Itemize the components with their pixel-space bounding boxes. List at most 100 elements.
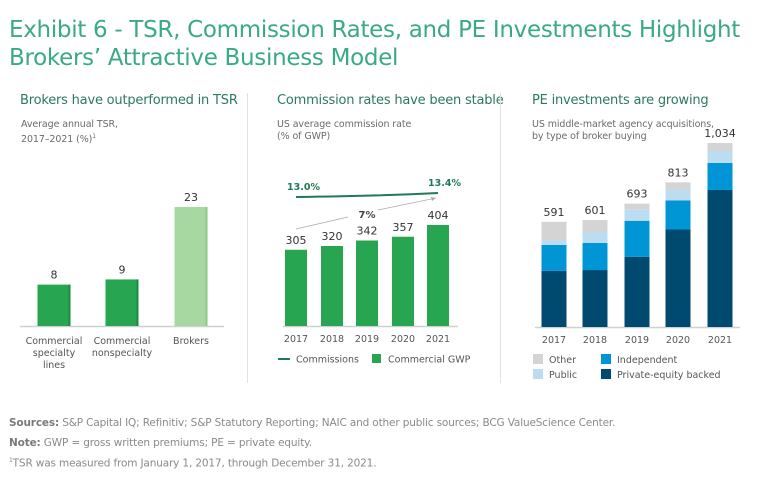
legend-gwp-label: Commercial GWP bbox=[388, 355, 471, 366]
gwp-year-label: 2017 bbox=[284, 334, 308, 345]
tsr-category-label: specialty bbox=[33, 348, 76, 359]
panel-3-subtitle-line-2: by type of broker buying bbox=[532, 131, 647, 142]
gwp-year-label: 2018 bbox=[320, 334, 344, 345]
tsr-bar-shade-2 bbox=[136, 279, 139, 326]
legend-commissions-label: Commissions bbox=[296, 355, 359, 366]
pe-segment-public-2021 bbox=[707, 151, 733, 163]
gwp-bar-2021 bbox=[427, 225, 449, 326]
sources-note: Sources: S&P Capital IQ; Refinitiv; S&P … bbox=[9, 417, 615, 429]
gwp-year-label: 2020 bbox=[391, 334, 415, 345]
panel-3-subtitle-line-1: US middle-market agency acquisitions, bbox=[532, 119, 714, 130]
pe-segment-other-2017 bbox=[541, 221, 567, 240]
gwp-bar-2017 bbox=[285, 249, 307, 326]
note-label: Note: bbox=[9, 437, 41, 449]
legend-other-label: Other bbox=[549, 355, 576, 366]
pe-year-label: 2019 bbox=[625, 335, 649, 346]
tsr-value-label: 23 bbox=[184, 191, 198, 204]
gwp-bar-2019 bbox=[356, 240, 378, 326]
gwp-value-label: 357 bbox=[393, 221, 414, 234]
charts-canvas: 8Commercialspecialtylines9Commercialnons… bbox=[20, 127, 740, 381]
tsr-category-label: Commercial bbox=[94, 336, 151, 347]
gwp-year-label: 2021 bbox=[426, 334, 450, 345]
pe-segment-other-2021 bbox=[707, 143, 733, 152]
pe-segment-independent-2021 bbox=[707, 162, 733, 190]
pe-year-label: 2017 bbox=[542, 335, 566, 346]
legend-gwp-marker bbox=[372, 354, 381, 363]
tsr-bar-shade-3 bbox=[205, 207, 208, 326]
commission-label-2021: 13.4% bbox=[428, 178, 461, 189]
tsr-value-label: 9 bbox=[119, 263, 126, 276]
legend-other-marker bbox=[533, 354, 543, 364]
panel-2-subtitle: US average commission rate (% of GWP) bbox=[277, 119, 411, 143]
legend-public-label: Public bbox=[549, 370, 577, 381]
exhibit-title-line-2: Brokers’ Attractive Business Model bbox=[9, 45, 399, 71]
legend-private-equity-backed-marker bbox=[601, 369, 611, 379]
legend-private-equity-backed-label: Private-equity backed bbox=[617, 370, 721, 381]
pe-segment-independent-2018 bbox=[582, 243, 608, 271]
panel-3-subtitle: US middle-market agency acquisitions, by… bbox=[532, 119, 714, 143]
pe-year-label: 2020 bbox=[666, 335, 690, 346]
pe-segment-public-2020 bbox=[665, 189, 691, 201]
pe-segment-private-equity-backed-2017 bbox=[541, 270, 567, 327]
panel-divider-1 bbox=[247, 93, 248, 383]
cagr-arrow-left bbox=[295, 216, 349, 230]
panel-1-subtitle-line-2: 2017–2021 (%)1 bbox=[21, 133, 96, 146]
footnote-text: TSR was measured from January 1, 2017, t… bbox=[12, 457, 377, 470]
cagr-annotation: 7% bbox=[359, 210, 376, 221]
pe-segment-private-equity-backed-2018 bbox=[582, 270, 608, 327]
exhibit-title: Exhibit 6 - TSR, Commission Rates, and P… bbox=[9, 16, 759, 72]
gwp-bar-2018 bbox=[321, 246, 343, 326]
pe-segment-independent-2020 bbox=[665, 200, 691, 230]
pe-segment-other-2018 bbox=[582, 220, 608, 232]
pe-segment-public-2017 bbox=[541, 239, 567, 245]
panel-2-subtitle-line-2: (% of GWP) bbox=[277, 131, 331, 142]
cagr-arrow-head bbox=[431, 197, 436, 201]
gwp-value-label: 305 bbox=[286, 234, 307, 247]
note-text: GWP = gross written premiums; PE = priva… bbox=[40, 437, 312, 449]
pe-segment-public-2019 bbox=[624, 209, 650, 221]
panel-2-title: Commission rates have been stable bbox=[277, 93, 504, 108]
commission-label-2017: 13.0% bbox=[287, 182, 320, 193]
gwp-bar-2020 bbox=[392, 236, 414, 326]
footnote-mark: 1 bbox=[9, 457, 13, 464]
pe-year-label: 2021 bbox=[708, 335, 732, 346]
exhibit-title-line-1: Exhibit 6 - TSR, Commission Rates, and P… bbox=[9, 17, 741, 43]
tsr-category-label: Commercial bbox=[26, 336, 83, 347]
tsr-category-label: Brokers bbox=[173, 336, 209, 347]
pe-total-label: 601 bbox=[585, 204, 606, 217]
pe-total-label: 1,034 bbox=[704, 127, 736, 140]
pe-segment-independent-2017 bbox=[541, 244, 567, 271]
gwp-year-label: 2019 bbox=[355, 334, 379, 345]
pe-segment-private-equity-backed-2021 bbox=[707, 189, 733, 327]
pe-segment-private-equity-backed-2020 bbox=[665, 229, 691, 327]
panel-divider-2 bbox=[500, 93, 501, 383]
pe-total-label: 693 bbox=[627, 188, 648, 201]
tsr-bar-3 bbox=[174, 207, 208, 326]
commissions-line bbox=[295, 192, 439, 198]
pe-year-label: 2018 bbox=[583, 335, 607, 346]
legend-independent-marker bbox=[601, 354, 611, 364]
panel-3-title: PE investments are growing bbox=[532, 93, 709, 108]
tsr-bar-1 bbox=[37, 284, 71, 326]
gwp-value-label: 320 bbox=[322, 230, 343, 243]
sources-label: Sources: bbox=[9, 417, 60, 429]
footnote: 1TSR was measured from January 1, 2017, … bbox=[9, 457, 377, 470]
panel-2-subtitle-line-1: US average commission rate bbox=[277, 119, 412, 130]
panel-1-subtitle-line-1: Average annual TSR, bbox=[21, 119, 118, 130]
note: Note: GWP = gross written premiums; PE =… bbox=[9, 437, 312, 449]
pe-segment-independent-2019 bbox=[624, 220, 650, 257]
pe-segment-public-2018 bbox=[582, 231, 608, 244]
footnote-marker: 1 bbox=[92, 133, 96, 140]
gwp-value-label: 404 bbox=[428, 209, 449, 222]
tsr-category-label: lines bbox=[43, 360, 65, 371]
tsr-bar-2 bbox=[105, 279, 139, 326]
gwp-value-label: 342 bbox=[357, 225, 378, 238]
legend-public-marker bbox=[533, 369, 543, 379]
panel-1-title: Brokers have outperformed in TSR bbox=[20, 93, 238, 108]
pe-segment-other-2020 bbox=[665, 182, 691, 190]
legend-independent-label: Independent bbox=[617, 355, 677, 366]
pe-total-label: 591 bbox=[544, 206, 565, 219]
cagr-arrow-right bbox=[377, 197, 437, 211]
pe-segment-other-2019 bbox=[624, 203, 650, 210]
panel-1-subtitle: Average annual TSR, 2017–2021 (%)1 bbox=[21, 119, 118, 146]
